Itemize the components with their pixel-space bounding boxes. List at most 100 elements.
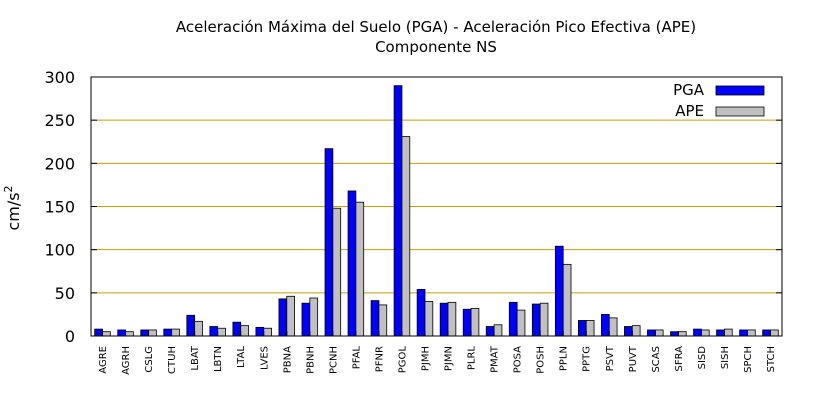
x-tick-label: SFRA bbox=[674, 346, 685, 372]
bar-pga-pfal bbox=[347, 190, 357, 337]
bar-pga-agre bbox=[94, 328, 103, 337]
bar-ape-sfra bbox=[677, 331, 687, 337]
bar-ape-lbat bbox=[194, 320, 203, 337]
bar-ape-sish bbox=[724, 328, 733, 337]
x-tick-label: SPCH bbox=[743, 346, 754, 373]
y-axis-ticks: 0 50 100 150 200 250 300 bbox=[44, 68, 782, 346]
x-tick-label: PBNA bbox=[282, 346, 293, 373]
x-tick-label: PJMH bbox=[420, 346, 431, 371]
legend: PGA APE bbox=[673, 81, 765, 120]
bar-ape-psvt bbox=[608, 317, 618, 337]
y-tick-label: 100 bbox=[44, 241, 75, 260]
bar-ape-lbtn bbox=[217, 327, 226, 337]
bar-ape-pfnr bbox=[378, 304, 388, 337]
x-tick-label: POSH bbox=[536, 346, 547, 374]
bar-pga-pbna bbox=[278, 298, 288, 337]
y-axis-label-exponent: 2 bbox=[2, 185, 15, 192]
bar-pga-plrl bbox=[462, 308, 472, 337]
bar-pga-sfra bbox=[670, 331, 679, 337]
y-tick-label: 0 bbox=[65, 327, 75, 346]
x-tick-label: LTAL bbox=[236, 346, 247, 368]
x-tick-label: PFAL bbox=[351, 346, 362, 370]
bar-ape-scas bbox=[654, 329, 664, 337]
x-tick-label: SISH bbox=[720, 346, 731, 369]
bar-ape-spch bbox=[747, 329, 756, 337]
bar-ape-pbnh bbox=[309, 297, 319, 337]
x-tick-label: PPLN bbox=[559, 346, 570, 371]
bar-pga-posa bbox=[508, 301, 518, 337]
bar-ape-pfal bbox=[355, 201, 365, 337]
x-tick-label: PCNH bbox=[328, 346, 339, 374]
bar-pga-pfnr bbox=[370, 300, 380, 337]
y-tick-label: 50 bbox=[55, 284, 75, 303]
bar-ape-ppln bbox=[562, 263, 572, 337]
bar-ape-pcnh bbox=[332, 207, 342, 337]
x-tick-label: LBTN bbox=[213, 346, 224, 372]
bar-ape-pptg bbox=[585, 320, 595, 337]
x-tick-label: PUVT bbox=[628, 345, 639, 372]
x-tick-label: AGRE bbox=[98, 346, 109, 374]
x-tick-label: SCAS bbox=[651, 346, 662, 373]
bar-pga-ppln bbox=[554, 245, 564, 337]
bar-ape-ctuh bbox=[171, 328, 180, 337]
bar-pga-cslg bbox=[140, 329, 149, 337]
bar-pga-pcnh bbox=[324, 148, 334, 337]
bar-pga-sish bbox=[716, 329, 725, 337]
bar-pga-lves bbox=[255, 326, 265, 337]
x-tick-label: PBNH bbox=[305, 346, 316, 374]
chart-title: Aceleración Máxima del Suelo (PGA) - Ace… bbox=[176, 18, 696, 36]
y-tick-label: 200 bbox=[44, 154, 75, 173]
bar-ape-lves bbox=[263, 327, 272, 337]
bar-pga-pptg bbox=[577, 320, 587, 337]
bar-pga-lbat bbox=[186, 314, 196, 337]
bar-pga-pmat bbox=[485, 326, 495, 337]
bar-pga-puvt bbox=[624, 326, 633, 337]
y-tick-label: 150 bbox=[44, 198, 75, 217]
bar-ape-puvt bbox=[631, 325, 641, 337]
bar-pga-spch bbox=[739, 329, 748, 337]
bar-ape-agre bbox=[102, 331, 111, 337]
x-tick-label: LVES bbox=[259, 346, 270, 370]
bar-ape-sisd bbox=[700, 329, 710, 337]
x-tick-label: PFNR bbox=[374, 346, 385, 372]
bar-ape-ltal bbox=[240, 325, 249, 337]
bar-ape-pjmh bbox=[424, 301, 434, 337]
x-tick-label: SISD bbox=[697, 346, 708, 370]
x-tick-label: AGRH bbox=[121, 346, 132, 375]
chart-subtitle: Componente NS bbox=[375, 38, 497, 56]
x-tick-label: POSA bbox=[513, 346, 524, 373]
bar-ape-pgol bbox=[401, 136, 411, 337]
x-tick-label: CSLG bbox=[144, 346, 155, 373]
legend-label-pga: PGA bbox=[673, 81, 705, 99]
bar-ape-pjmn bbox=[447, 301, 457, 337]
x-axis-ticks: AGRE AGRH CSLG CTUH LBAT LBTN LTAL LVES PBNA PBNH… bbox=[98, 331, 777, 375]
bar-pga-pgol bbox=[393, 85, 403, 337]
bar-pga-posh bbox=[531, 303, 541, 337]
x-tick-label: PSVT bbox=[605, 345, 616, 371]
bar-pga-pbnh bbox=[301, 302, 311, 337]
x-tick-label: PLRL bbox=[467, 346, 478, 371]
legend-swatch-ape bbox=[715, 106, 765, 117]
x-tick-label: PPTG bbox=[582, 346, 593, 372]
y-axis-label-unit: cm/s bbox=[4, 192, 23, 230]
bar-ape-agrh bbox=[125, 331, 134, 337]
y-axis-label: cm/s2 bbox=[2, 185, 23, 230]
bar-pga-sisd bbox=[693, 328, 702, 337]
bars bbox=[94, 85, 779, 337]
legend-label-ape: APE bbox=[675, 102, 704, 120]
bar-pga-pjmn bbox=[439, 302, 449, 337]
x-tick-label: PGOL bbox=[397, 346, 408, 374]
bar-pga-scas bbox=[647, 329, 656, 337]
bar-pga-ltal bbox=[232, 321, 242, 337]
gridlines bbox=[91, 119, 782, 294]
bar-ape-plrl bbox=[470, 307, 480, 337]
bar-pga-ctuh bbox=[163, 328, 173, 337]
bar-pga-psvt bbox=[601, 314, 610, 337]
legend-swatch-pga bbox=[715, 85, 765, 96]
bar-ape-cslg bbox=[148, 329, 157, 337]
bar-ape-pmat bbox=[493, 324, 503, 337]
bar-pga-stch bbox=[762, 329, 771, 337]
y-tick-label: 300 bbox=[44, 68, 75, 87]
bar-ape-stch bbox=[770, 329, 779, 337]
